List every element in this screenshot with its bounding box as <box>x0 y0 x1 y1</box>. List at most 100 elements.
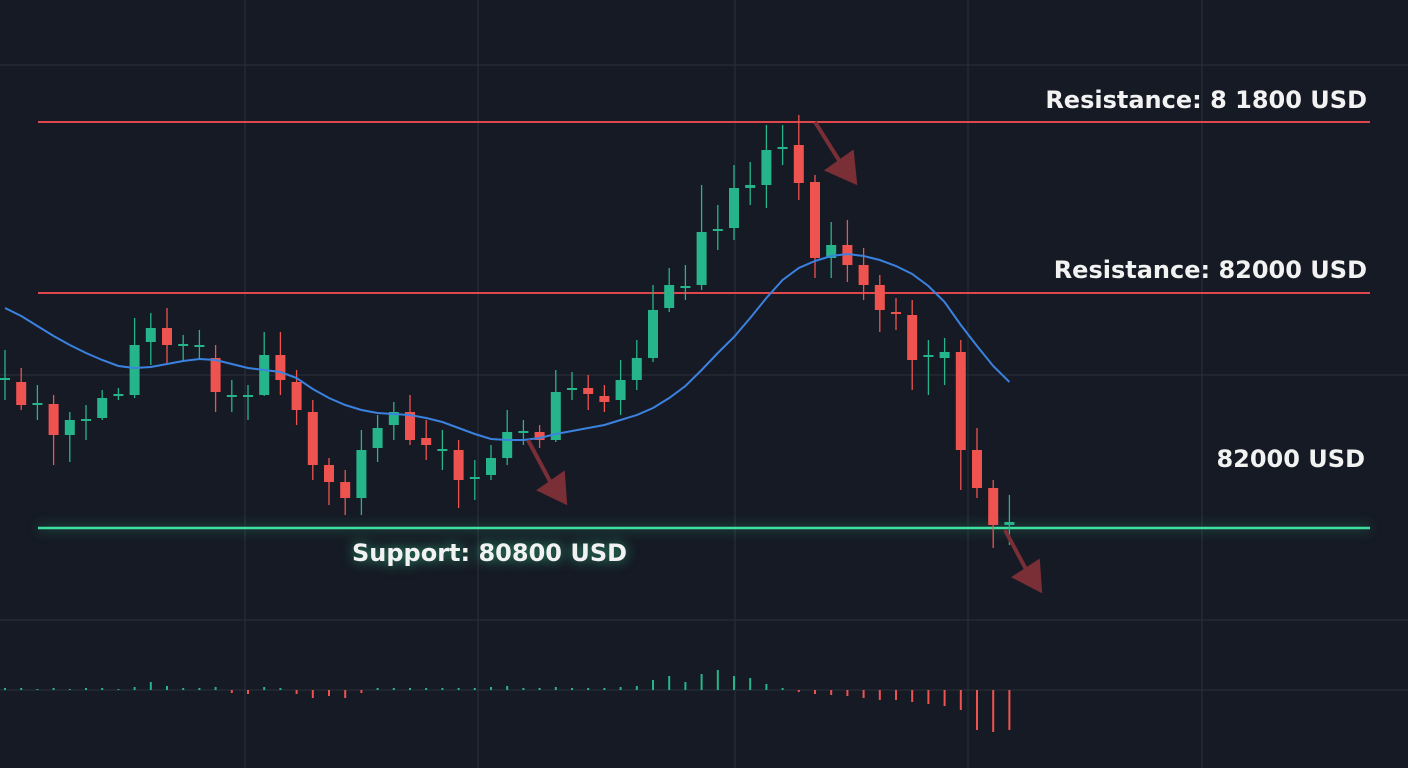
volume-bar <box>538 688 541 690</box>
candle-body <box>810 182 820 258</box>
arrow-head <box>823 149 858 186</box>
candle-body <box>64 420 75 435</box>
candle-body <box>939 352 950 358</box>
volume-bar <box>506 686 509 690</box>
volume-bar <box>279 688 282 690</box>
candle-body <box>631 358 642 380</box>
volume-bar <box>344 690 347 698</box>
volume-bar <box>814 690 816 694</box>
volume-bar <box>587 688 590 690</box>
candle-body <box>777 147 788 149</box>
candle-body <box>113 394 124 396</box>
candle-body <box>469 477 480 479</box>
volume-bar <box>198 688 201 690</box>
candle-body <box>243 395 253 397</box>
candle-body <box>696 232 707 285</box>
arrows <box>526 120 1043 594</box>
candle-body <box>486 458 496 475</box>
candle-body <box>437 449 448 451</box>
volume-bar <box>376 688 379 690</box>
arrow <box>813 120 844 167</box>
annotation: Resistance: 8 1800 USD <box>1045 86 1367 114</box>
volume-bar <box>684 682 687 690</box>
volume-bar <box>425 688 428 690</box>
candle-body <box>648 310 658 358</box>
volume-bar <box>1008 690 1011 730</box>
candle-body <box>972 450 982 488</box>
volume-bar <box>457 688 460 690</box>
volume-bar <box>522 688 525 690</box>
volume-bar <box>409 688 411 690</box>
candle-body <box>32 403 43 405</box>
candle-body <box>226 395 237 397</box>
candle-body <box>145 328 156 342</box>
candle-body <box>275 355 286 380</box>
volume-bar <box>554 687 557 690</box>
candle-body <box>210 358 221 392</box>
volume-bar <box>149 682 152 690</box>
volume-bar <box>781 688 784 690</box>
volume-bar <box>360 690 363 693</box>
candle-body <box>988 488 999 525</box>
candle-body <box>567 388 577 390</box>
volume-bar <box>214 687 217 690</box>
volume-bar <box>473 688 476 690</box>
volume-bar <box>635 686 638 690</box>
plot <box>0 115 1015 732</box>
candle-body <box>729 188 739 228</box>
volume-bar <box>668 676 671 690</box>
volume-bar <box>36 689 39 690</box>
volume-bar <box>85 688 87 690</box>
candle-body <box>793 145 804 183</box>
volume-bar <box>700 674 703 690</box>
candle-body <box>340 482 351 498</box>
volume-bar <box>733 676 735 690</box>
annotation: Support: 80800 USD <box>352 539 627 567</box>
volume-bar <box>328 690 330 696</box>
candle-body <box>599 396 610 402</box>
volume-bar <box>619 687 622 690</box>
candle-body <box>518 431 529 433</box>
candle-body <box>162 328 172 345</box>
volume-bar <box>101 688 104 690</box>
candle-body <box>81 419 91 421</box>
volume-bar <box>943 690 946 706</box>
volume-bar <box>911 690 914 702</box>
candle-body <box>421 438 432 445</box>
volume-bar <box>716 670 719 690</box>
volume-bar <box>133 687 136 690</box>
volume-bar <box>652 680 654 690</box>
volume-bar <box>392 688 395 690</box>
volume-bar <box>830 690 833 695</box>
candle-body <box>48 404 59 435</box>
candle-body <box>761 150 772 185</box>
volume-bar <box>571 688 573 690</box>
candle-body <box>858 265 869 285</box>
volume-bar <box>311 690 314 698</box>
candle-body <box>874 285 885 310</box>
volume-bar <box>4 688 6 690</box>
candle-body <box>372 428 383 448</box>
candle-body <box>453 450 464 480</box>
arrow-head <box>1011 558 1043 594</box>
candle-body <box>534 432 545 440</box>
volume-bar <box>230 690 233 693</box>
candle-body <box>291 382 302 410</box>
candle-body <box>388 412 399 425</box>
candle-body <box>955 352 966 450</box>
arrow <box>1003 529 1030 574</box>
volume-bar <box>862 690 865 698</box>
volume-bar <box>959 690 962 710</box>
candle-body <box>712 229 723 231</box>
candle-body <box>1004 522 1015 525</box>
volume-bar <box>765 684 768 690</box>
volume-bar <box>182 688 185 690</box>
volume-bar <box>749 678 752 690</box>
volume-bar <box>603 688 606 690</box>
candle-body <box>891 312 901 314</box>
candle-body <box>664 285 675 308</box>
volume-bar <box>490 687 492 690</box>
candle-body <box>356 450 367 498</box>
